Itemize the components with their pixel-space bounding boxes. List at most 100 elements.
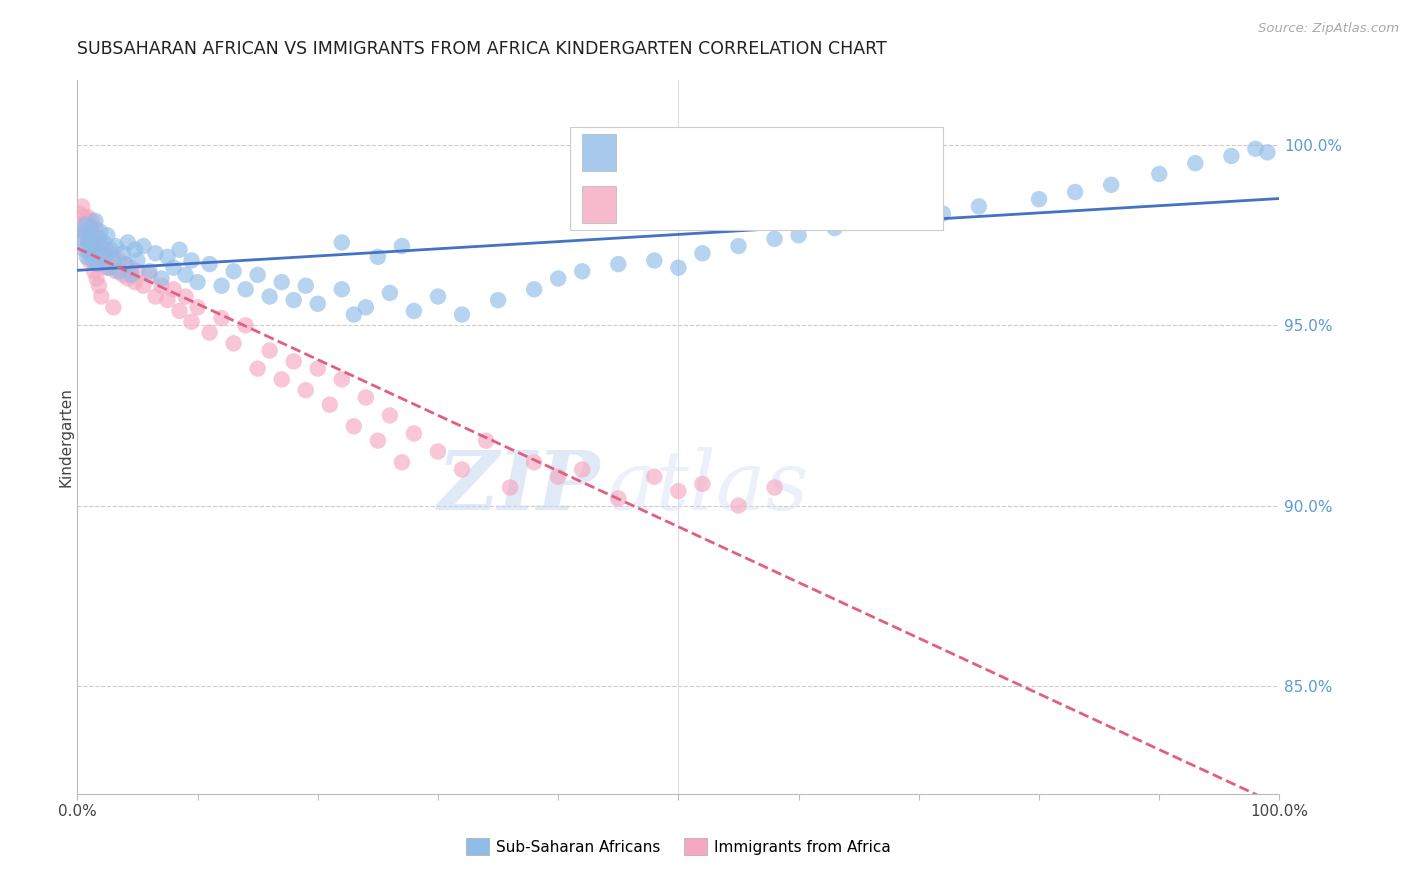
- Point: [127, 253, 149, 268]
- Point: [89, 250, 111, 264]
- Point: [73, 243, 96, 257]
- Point: [79, 228, 101, 243]
- Point: [169, 304, 191, 318]
- Point: [156, 293, 179, 307]
- Point: [79, 221, 101, 235]
- Point: [87, 232, 110, 246]
- Point: [103, 253, 125, 268]
- Text: atlas: atlas: [606, 447, 808, 527]
- Point: [343, 419, 366, 434]
- Point: [402, 304, 425, 318]
- Point: [180, 315, 202, 329]
- Point: [87, 246, 110, 260]
- FancyBboxPatch shape: [582, 186, 616, 223]
- Y-axis label: Kindergarten: Kindergarten: [59, 387, 73, 487]
- Point: [294, 278, 316, 293]
- Point: [80, 221, 103, 235]
- FancyBboxPatch shape: [582, 134, 616, 171]
- Point: [235, 282, 257, 296]
- Point: [354, 301, 377, 315]
- Point: [76, 250, 98, 264]
- Point: [186, 275, 209, 289]
- Point: [117, 235, 139, 250]
- Point: [499, 481, 522, 495]
- Point: [103, 250, 125, 264]
- Point: [270, 275, 292, 289]
- Point: [84, 221, 107, 235]
- Point: [96, 228, 118, 243]
- Point: [547, 469, 569, 483]
- Point: [132, 239, 155, 253]
- Point: [103, 301, 125, 315]
- Point: [571, 264, 593, 278]
- Point: [124, 275, 146, 289]
- Point: [76, 214, 98, 228]
- Text: Source: ZipAtlas.com: Source: ZipAtlas.com: [1258, 22, 1399, 36]
- Point: [93, 235, 115, 250]
- Point: [90, 239, 112, 253]
- Point: [80, 214, 103, 228]
- Point: [354, 391, 377, 405]
- Point: [73, 211, 96, 225]
- Point: [235, 318, 257, 333]
- Point: [86, 232, 108, 246]
- Point: [378, 285, 401, 300]
- Point: [145, 289, 167, 303]
- Text: R = 0.346   N = 84: R = 0.346 N = 84: [630, 142, 810, 160]
- Point: [69, 206, 91, 220]
- Point: [283, 293, 305, 307]
- Point: [72, 228, 94, 243]
- Point: [75, 218, 97, 232]
- Point: [427, 289, 450, 303]
- Point: [84, 243, 107, 257]
- Point: [76, 243, 98, 257]
- Point: [89, 246, 111, 260]
- Point: [87, 235, 110, 250]
- Point: [132, 278, 155, 293]
- Point: [75, 225, 97, 239]
- Point: [145, 246, 167, 260]
- Point: [90, 246, 112, 260]
- Point: [93, 253, 115, 268]
- Point: [162, 260, 184, 275]
- Point: [378, 409, 401, 423]
- Point: [83, 239, 105, 253]
- Point: [198, 257, 221, 271]
- Point: [77, 232, 100, 246]
- Point: [343, 308, 366, 322]
- Point: [104, 264, 127, 278]
- Point: [1256, 145, 1278, 160]
- Point: [150, 278, 173, 293]
- Point: [180, 253, 202, 268]
- Point: [222, 336, 245, 351]
- Point: [451, 308, 474, 322]
- Point: [83, 228, 105, 243]
- Point: [108, 264, 131, 278]
- Point: [475, 434, 498, 448]
- Point: [427, 444, 450, 458]
- Point: [111, 246, 134, 260]
- Point: [82, 243, 104, 257]
- Point: [692, 477, 714, 491]
- Point: [451, 462, 474, 476]
- Point: [186, 301, 209, 315]
- Point: [174, 289, 197, 303]
- Point: [571, 462, 593, 476]
- Point: [330, 235, 353, 250]
- Point: [259, 343, 281, 358]
- Point: [932, 206, 955, 220]
- Point: [96, 260, 118, 275]
- Point: [294, 383, 316, 397]
- Point: [211, 311, 233, 326]
- Point: [70, 232, 93, 246]
- Point: [90, 289, 112, 303]
- Point: [283, 354, 305, 368]
- Point: [87, 278, 110, 293]
- Point: [367, 250, 389, 264]
- Point: [114, 257, 136, 271]
- Point: [79, 235, 101, 250]
- Point: [643, 469, 665, 483]
- Point: [174, 268, 197, 282]
- Point: [246, 268, 269, 282]
- Point: [79, 246, 101, 260]
